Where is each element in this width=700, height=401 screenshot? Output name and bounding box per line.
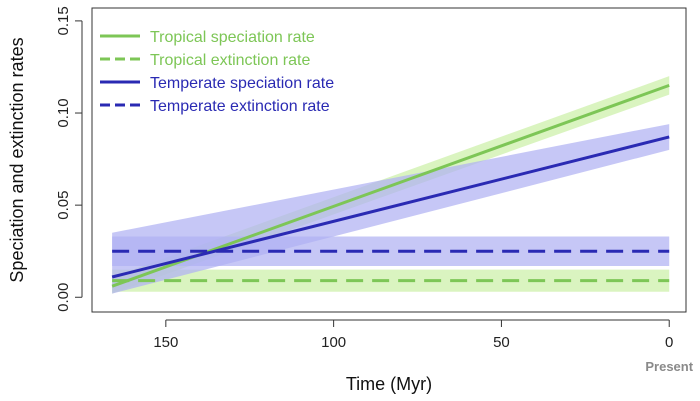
y-tick-label: 0.00 <box>55 283 72 312</box>
temperate-extinction-rate-band <box>112 236 670 266</box>
temperate-extinction-rate-legend-label: Temperate extinction rate <box>150 98 330 115</box>
x-axis-title: Time (Myr) <box>346 374 432 394</box>
present-label: Present <box>645 359 693 374</box>
y-axis-title: Speciation and extinction rates <box>7 37 27 282</box>
plot-frame <box>91 7 687 313</box>
temperate-speciation-rate-legend-label: Temperate speciation rate <box>150 75 334 92</box>
y-tick-label: 0.05 <box>55 191 72 220</box>
tropical-extinction-rate-band <box>112 269 670 292</box>
y-tick-label: 0.10 <box>55 98 72 127</box>
tropical-extinction-rate-legend-label: Tropical extinction rate <box>150 52 310 69</box>
x-tick-label: 0 <box>665 334 673 351</box>
x-tick-label: 50 <box>493 334 510 351</box>
temperate-speciation-rate-line <box>111 135 670 279</box>
tropical-speciation-rate-legend-label: Tropical speciation rate <box>150 29 315 46</box>
y-tick-label: 0.15 <box>55 6 72 35</box>
x-axis: 150 100 50 0 <box>153 319 673 351</box>
series-lines <box>111 83 670 288</box>
y-axis: 0.00 0.05 0.10 0.15 <box>55 6 83 312</box>
x-tick-label: 100 <box>321 334 346 351</box>
x-tick-label: 150 <box>153 334 178 351</box>
legend: Tropical speciation rate Tropical extinct… <box>100 29 334 115</box>
temperate-speciation-rate-band <box>112 124 670 294</box>
